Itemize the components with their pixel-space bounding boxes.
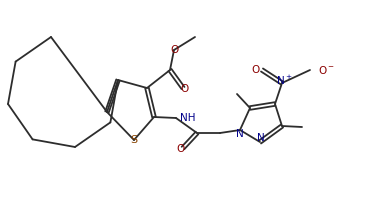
- Text: N: N: [236, 129, 244, 139]
- Text: O: O: [177, 144, 185, 154]
- Text: N$^+$: N$^+$: [276, 73, 292, 87]
- Text: S: S: [131, 135, 138, 145]
- Text: O$^-$: O$^-$: [318, 64, 335, 76]
- Text: O: O: [252, 65, 260, 75]
- Text: O: O: [181, 84, 189, 94]
- Text: O: O: [171, 45, 179, 55]
- Text: N: N: [257, 133, 265, 143]
- Text: NH: NH: [180, 113, 196, 123]
